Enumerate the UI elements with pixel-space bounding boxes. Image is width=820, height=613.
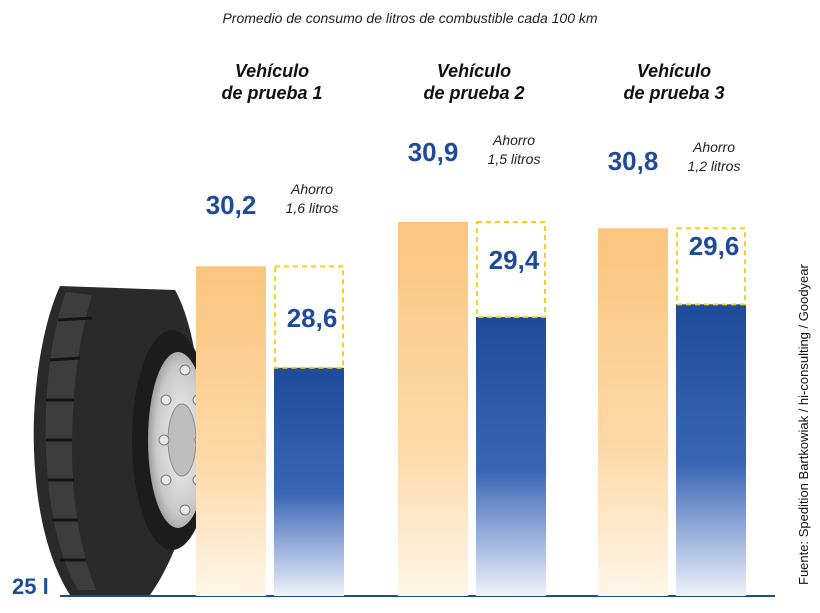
vehicle-label-1-line-2: de prueba 1 [221, 83, 323, 103]
source-note: Fuente: Spedition Bartkowiak / hi-consul… [796, 264, 811, 585]
tire-image [33, 286, 212, 595]
bar-before-2 [398, 221, 468, 596]
bar-before-3 [598, 228, 668, 596]
savings-word-3: Ahorro [692, 139, 736, 155]
vehicle-label-1: Vehículo de prueba 1 [187, 60, 357, 104]
bar-after-2 [476, 317, 546, 596]
chart-subtitle: Promedio de consumo de litros de combust… [222, 10, 598, 26]
value-label-after-3: 29,6 [688, 231, 740, 261]
baseline-label: 25 l [12, 574, 49, 599]
vehicle-label-2-line-1: Vehículo [436, 61, 512, 81]
vehicle-label-3-line-2: de prueba 3 [623, 83, 725, 103]
savings-label-3: Ahorro 1,2 litros [674, 138, 754, 176]
value-label-before-1: 30,2 [205, 190, 257, 220]
savings-word-1: Ahorro [290, 181, 334, 197]
savings-amount-3: 1,2 litros [687, 158, 741, 174]
vehicle-label-3-line-1: Vehículo [636, 61, 712, 81]
vehicle-label-2-line-2: de prueba 2 [423, 83, 525, 103]
value-label-after-1: 28,6 [286, 303, 338, 333]
savings-label-2: Ahorro 1,5 litros [474, 131, 554, 169]
bar-before-1 [196, 266, 266, 596]
value-label-before-3: 30,8 [607, 146, 659, 176]
vehicle-label-1-line-1: Vehículo [234, 61, 310, 81]
savings-label-1: Ahorro 1,6 litros [272, 180, 352, 218]
bar-after-3 [676, 304, 746, 596]
value-label-before-2: 30,9 [407, 137, 459, 167]
savings-word-2: Ahorro [492, 132, 536, 148]
savings-amount-1: 1,6 litros [285, 200, 339, 216]
savings-box-1 [274, 265, 344, 369]
value-label-after-2: 29,4 [488, 245, 540, 275]
vehicle-label-3: Vehículo de prueba 3 [589, 60, 759, 104]
vehicle-label-2: Vehículo de prueba 2 [389, 60, 559, 104]
savings-amount-2: 1,5 litros [487, 151, 541, 167]
bar-after-1 [274, 367, 344, 596]
